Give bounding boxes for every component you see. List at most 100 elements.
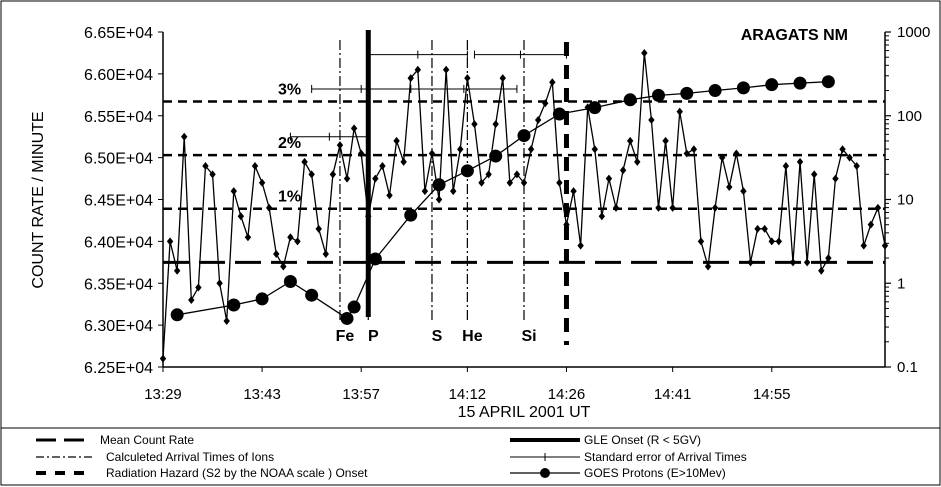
count-rate-point — [195, 283, 202, 292]
goes-protons-point — [489, 149, 503, 163]
goes-protons-point — [552, 107, 566, 121]
count-rate-point — [485, 170, 492, 179]
goes-protons-point — [347, 300, 361, 314]
goes-protons-point — [651, 88, 665, 102]
count-rate-point — [209, 170, 216, 179]
count-rate-point — [202, 162, 209, 170]
count-rate-point — [379, 162, 386, 170]
ion-label: He — [462, 328, 483, 345]
x-tick-label: 14:41 — [654, 386, 692, 403]
count-rate-point — [372, 174, 379, 183]
goes-protons-point — [170, 308, 184, 322]
legend-swatch-goes-marker — [540, 468, 550, 478]
count-rate-point — [690, 145, 698, 154]
count-rate-point — [811, 170, 818, 179]
ion-label: Fe — [336, 328, 355, 345]
count-rate-point — [414, 65, 422, 74]
count-rate-point — [421, 187, 429, 196]
count-rate-point — [874, 203, 882, 212]
goes-protons-point — [305, 288, 319, 302]
y-right-tick-label: 0.1 — [897, 359, 918, 376]
count-rate-point — [711, 203, 719, 212]
count-rate-point — [301, 157, 308, 166]
count-rate-point — [556, 178, 563, 187]
count-rate-point — [648, 115, 655, 124]
y-right-tick-label: 1 — [897, 275, 905, 292]
goes-protons-point — [793, 76, 807, 90]
legend-box — [0, 427, 941, 486]
count-rate-point — [697, 237, 705, 246]
ion-label: S — [432, 328, 443, 345]
goes-protons-point — [517, 129, 531, 143]
count-rate-point — [534, 115, 542, 124]
count-rate-point — [612, 203, 620, 212]
count-rate-point — [280, 262, 287, 271]
count-rate-point — [188, 296, 195, 304]
count-rate-point — [761, 224, 768, 233]
count-rate-point — [598, 212, 606, 221]
count-rate-point — [499, 74, 506, 83]
count-rate-point — [662, 136, 669, 145]
count-rate-point — [853, 162, 860, 170]
percent-level-label: 1% — [278, 189, 301, 206]
count-rate-point — [584, 103, 591, 112]
goes-protons-point — [255, 292, 269, 306]
y-left-tick-label: 6.35E+04 — [84, 276, 153, 293]
count-rate-point — [789, 258, 797, 267]
count-rate-point — [747, 258, 754, 267]
count-rate-point — [492, 120, 499, 129]
count-rate-point — [287, 233, 294, 242]
y-left-tick-label: 6.25E+04 — [84, 360, 153, 377]
count-rate-point — [860, 241, 867, 250]
legend-label-goes: GOES Protons (E>10Mev) — [584, 466, 726, 480]
x-tick-label: 14:55 — [753, 386, 791, 403]
legend-label-gle: GLE Onset (R < 5GV) — [584, 433, 701, 447]
count-rate-point — [294, 237, 301, 246]
count-rate-point — [775, 237, 783, 246]
x-tick-label: 14:26 — [548, 386, 586, 403]
count-rate-point — [839, 145, 846, 154]
count-rate-point — [796, 157, 804, 166]
legend-label-arrival: Calculeted Arrival Times of Ions — [106, 450, 274, 464]
count-rate-point — [619, 166, 627, 175]
count-rate-point — [570, 187, 577, 196]
goes-protons-point — [680, 86, 694, 100]
chart-title: ARAGATS NM — [741, 27, 848, 44]
legend: Mean Count Rate GLE Onset (R < 5GV) Calc… — [0, 427, 941, 486]
count-rate-point — [726, 182, 733, 191]
count-rate-point — [478, 178, 485, 187]
count-rate-point — [542, 99, 549, 108]
goes-protons-point — [460, 164, 474, 178]
count-rate-point — [386, 191, 393, 200]
count-rate-point — [718, 153, 726, 162]
count-rate-point — [457, 145, 464, 154]
count-rate-point — [428, 149, 436, 158]
count-rate-point — [683, 149, 691, 158]
legend-label-mean: Mean Count Rate — [100, 433, 194, 447]
count-rate-point — [704, 262, 712, 271]
goes-protons-point — [283, 274, 297, 288]
count-rate-point — [577, 241, 584, 250]
x-tick-label: 13:29 — [144, 386, 182, 403]
count-rate-point — [237, 212, 245, 221]
count-rate-point — [733, 149, 740, 158]
legend-label-hazard: Radiation Hazard (S2 by the NOAA scale )… — [106, 466, 368, 480]
count-rate-point — [450, 187, 457, 196]
count-rate-point — [357, 149, 365, 158]
percent-level-label: 3% — [278, 82, 301, 99]
count-rate-point — [166, 237, 174, 246]
count-rate-point — [308, 170, 315, 179]
count-rate-point — [803, 258, 811, 267]
count-rate-point — [435, 195, 443, 204]
y-left-tick-label: 6.45E+04 — [84, 193, 153, 210]
goes-protons-point — [821, 75, 835, 89]
count-rate-point — [782, 162, 790, 170]
count-rate-point — [407, 74, 414, 83]
count-rate-point — [605, 174, 613, 183]
ion-label: P — [368, 328, 379, 345]
goes-protons-point — [765, 78, 779, 92]
count-rate-point — [393, 136, 400, 145]
y-left-tick-label: 6.60E+04 — [84, 67, 153, 84]
